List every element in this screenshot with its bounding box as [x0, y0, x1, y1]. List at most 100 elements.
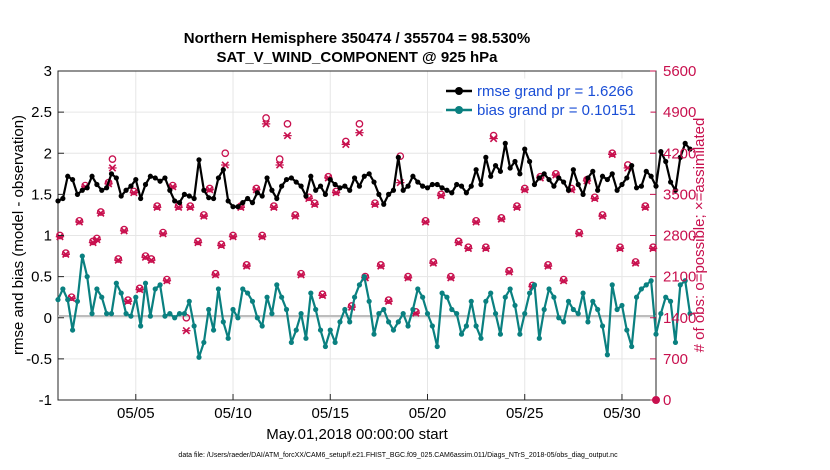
bias-point	[390, 327, 397, 333]
bias-point	[288, 339, 294, 346]
rmse-point	[240, 200, 246, 206]
bias-point	[60, 286, 66, 292]
obs-assimilated-marker	[129, 188, 139, 197]
bias-point	[108, 311, 115, 317]
bias-point	[492, 311, 499, 317]
rmse-point	[434, 181, 440, 188]
x-tick-label: 05/25	[506, 405, 544, 422]
obs-assimilated-marker	[92, 235, 102, 244]
obs-possible-marker	[129, 187, 138, 196]
bias-point	[507, 286, 513, 292]
obs-assimilated-marker	[221, 161, 230, 169]
rmse-point	[386, 191, 392, 197]
rmse-point	[444, 187, 450, 193]
bias-point	[687, 311, 693, 317]
rmse-point	[405, 183, 411, 189]
y-tick-label-left: 0	[44, 310, 52, 327]
rmse-point	[327, 176, 333, 183]
rmse-point	[585, 175, 591, 181]
obs-possible-marker	[497, 214, 506, 222]
bias-point	[648, 278, 654, 284]
obs-possible-marker	[472, 216, 480, 225]
obs-possible-marker	[141, 252, 150, 260]
obs-possible-marker	[376, 261, 385, 269]
obs-possible-marker	[513, 202, 521, 210]
rmse-point	[429, 181, 435, 188]
rmse-point	[147, 173, 153, 179]
bias-point	[84, 274, 90, 280]
rmse-point	[488, 173, 494, 179]
obs-possible-marker	[575, 228, 584, 237]
rmse-point	[259, 193, 265, 199]
obs-assimilated-marker	[296, 271, 306, 279]
rmse-point	[400, 187, 406, 193]
rmse-point	[152, 175, 158, 181]
bias-point	[424, 311, 431, 317]
obs-assimilated-marker	[182, 326, 191, 335]
obs-assimilated-marker	[242, 262, 251, 270]
obs-assimilated-marker	[283, 131, 292, 140]
obs-possible-marker	[221, 149, 230, 158]
bias-point	[580, 290, 586, 296]
bias-point	[351, 294, 358, 300]
obs-assimilated-marker	[471, 218, 481, 226]
bias-point	[269, 311, 275, 317]
bias-point	[118, 290, 124, 296]
bias-point	[123, 311, 129, 317]
bias-point	[254, 315, 260, 321]
bias-point	[264, 294, 270, 300]
bias-point	[337, 319, 343, 325]
bias-point	[468, 298, 474, 304]
bias-point	[565, 298, 572, 304]
y-tick-label-right: 5600	[663, 63, 696, 80]
rmse-point	[376, 191, 382, 197]
rmse-point	[264, 175, 270, 181]
obs-possible-marker	[96, 208, 105, 216]
obs-possible-marker	[159, 228, 167, 237]
rmse-point	[108, 171, 115, 177]
bias-point	[556, 315, 562, 321]
obs-possible-marker	[163, 275, 171, 284]
obs-assimilated-marker	[648, 244, 658, 253]
bias-point	[410, 306, 416, 313]
rmse-point	[381, 201, 387, 207]
obs-assimilated-marker	[355, 128, 364, 137]
bias-point	[298, 311, 304, 317]
obs-assimilated-marker	[370, 200, 380, 209]
bias-point	[167, 311, 173, 317]
bias-point	[317, 327, 324, 333]
rmse-point	[580, 191, 586, 197]
obs-possible-marker	[520, 184, 529, 193]
obs-possible-marker	[318, 290, 327, 299]
rmse-point	[235, 204, 241, 210]
rmse-point	[298, 183, 304, 189]
bias-point	[585, 319, 591, 325]
rmse-point	[449, 190, 455, 196]
bias-point	[215, 286, 222, 292]
rmse-point	[565, 187, 572, 193]
bias-point	[629, 343, 635, 350]
rmse-point	[254, 190, 260, 196]
bias-point	[249, 298, 256, 304]
y-tick-label-left: -1	[39, 392, 52, 409]
rmse-point	[94, 181, 100, 188]
bias-point	[94, 286, 100, 292]
obs-possible-marker	[641, 202, 650, 210]
bias-point	[65, 297, 71, 303]
obs-possible-marker	[616, 243, 624, 252]
rmse-point	[424, 185, 431, 191]
rmse-point	[604, 176, 610, 183]
y-axis-label-left: rmse and bias (model - observation)	[10, 115, 27, 355]
bias-point	[517, 331, 523, 337]
obs-possible-marker	[421, 216, 430, 225]
rmse-point	[595, 187, 601, 193]
obs-possible-marker	[186, 202, 195, 210]
rmse-point	[361, 173, 367, 179]
chart-subtitle: SAT_V_WIND_COMPONENT @ 925 hPa	[216, 49, 498, 66]
rmse-point	[439, 185, 445, 191]
bias-point	[322, 343, 328, 350]
bias-point	[536, 335, 542, 341]
rmse-point	[74, 191, 81, 197]
rmse-point	[60, 195, 66, 202]
obs-possible-marker	[437, 190, 445, 199]
